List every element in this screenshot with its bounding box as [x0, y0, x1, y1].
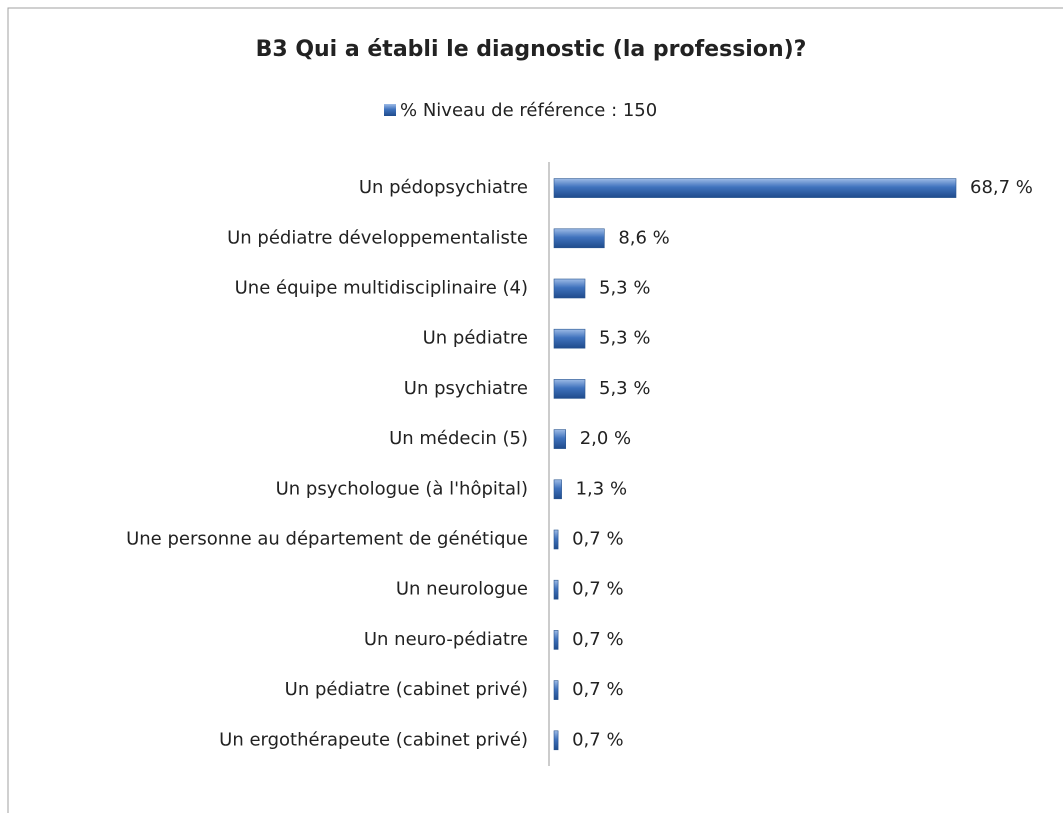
value-label: 2,0 %: [580, 428, 631, 449]
legend-label: % Niveau de référence : 150: [400, 100, 657, 121]
category-label: Un psychologue (à l'hôpital): [276, 478, 528, 499]
value-label: 5,3 %: [599, 378, 650, 399]
value-label: 68,7 %: [970, 177, 1033, 198]
bar: [553, 479, 562, 500]
bar: [553, 379, 586, 399]
value-label: 5,3 %: [599, 328, 650, 349]
category-label: Un neuro-pédiatre: [364, 629, 528, 650]
bar: [553, 579, 559, 600]
value-label: 0,7 %: [572, 679, 623, 700]
value-label: 1,3 %: [576, 478, 627, 499]
category-label: Une personne au département de génétique: [126, 529, 528, 550]
value-label: 0,7 %: [572, 579, 623, 600]
category-label: Une équipe multidisciplinaire (4): [235, 278, 528, 299]
legend-swatch: [384, 104, 396, 116]
value-label: 0,7 %: [572, 729, 623, 750]
bar: [553, 680, 559, 700]
bar: [553, 328, 586, 349]
category-label: Un neurologue: [396, 579, 528, 600]
chart-frame: [7, 7, 1063, 813]
category-label: Un pédopsychiatre: [359, 177, 528, 198]
value-label: 8,6 %: [618, 227, 669, 248]
value-label: 0,7 %: [572, 629, 623, 650]
value-label: 0,7 %: [572, 529, 623, 550]
chart-title: B3 Qui a établi le diagnostic (la profes…: [256, 37, 807, 62]
bar: [553, 429, 567, 449]
bar: [553, 278, 586, 299]
bar: [553, 529, 559, 550]
bar: [553, 228, 605, 249]
bar: [553, 630, 559, 650]
category-label: Un médecin (5): [389, 428, 528, 449]
value-label: 5,3 %: [599, 278, 650, 299]
bar: [553, 178, 957, 198]
category-label: Un pédiatre: [423, 328, 528, 349]
bar: [553, 730, 559, 751]
category-label: Un pédiatre (cabinet privé): [285, 679, 528, 700]
category-label: Un ergothérapeute (cabinet privé): [219, 729, 528, 750]
category-label: Un pédiatre développementaliste: [227, 227, 528, 248]
category-label: Un psychiatre: [404, 378, 528, 399]
